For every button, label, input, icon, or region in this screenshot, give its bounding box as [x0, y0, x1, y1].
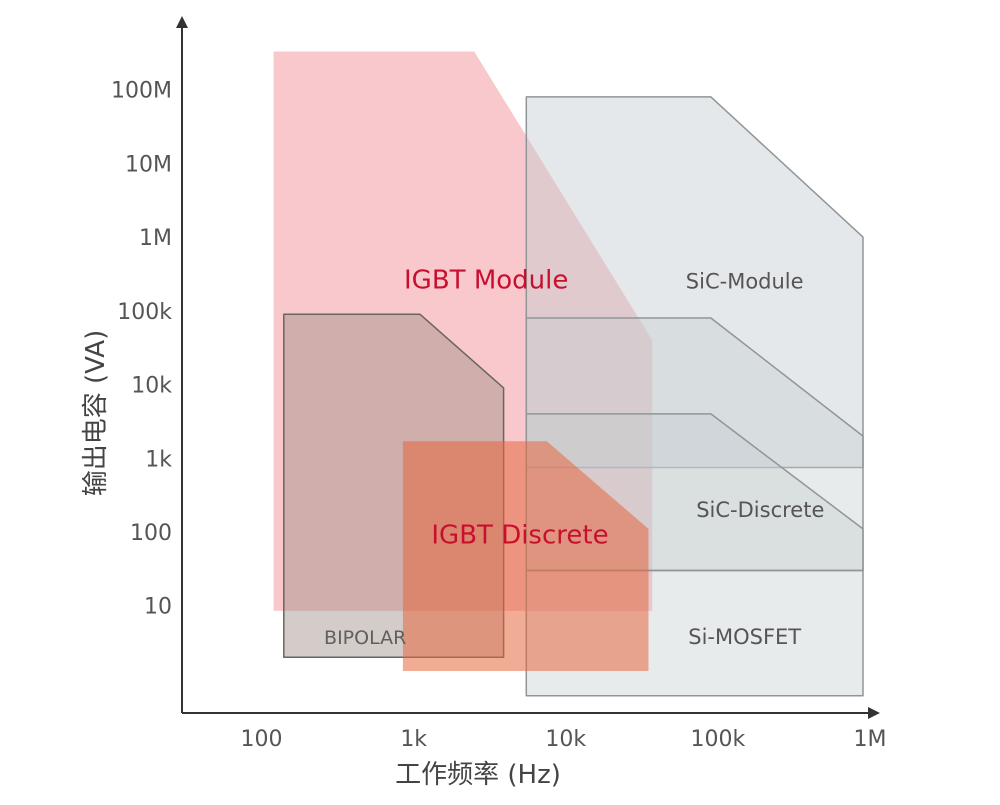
y-tick-labels: 10 100 1k 10k 100k 1M 10M 100M [111, 79, 172, 620]
region-sic-module [525, 96, 864, 469]
region-label-sic-discrete: SiC-Discrete [696, 498, 824, 522]
region-labels: IGBT Module SiC-Module SiC-Discrete Si-MOSF… [324, 266, 824, 650]
x-axis-title: 工作频率 (Hz) [395, 760, 561, 790]
y-axis-title: 输出电容 (VA) [81, 330, 111, 496]
x-tick-label: 1k [400, 727, 427, 752]
x-tick-label: 10k [545, 727, 586, 752]
y-tick-label: 10k [131, 374, 172, 399]
region-label-igbt-discrete: IGBT Discrete [431, 520, 608, 550]
region-label-igbt-module: IGBT Module [404, 266, 568, 296]
x-tick-label: 1M [854, 727, 887, 752]
y-tick-label: 100k [117, 300, 172, 325]
region-label-bipolar: BIPOLAR [324, 627, 406, 649]
y-tick-label: 10M [125, 152, 172, 177]
y-tick-label: 100M [111, 79, 172, 104]
x-tick-label: 100k [691, 727, 746, 752]
y-tick-label: 10 [144, 595, 172, 620]
axes [176, 16, 880, 719]
region-layer [273, 51, 864, 697]
x-axis-arrow [868, 707, 880, 719]
y-tick-label: 1M [139, 226, 172, 251]
region-igbt-discrete [402, 441, 649, 671]
y-axis-arrow [176, 16, 188, 28]
y-tick-label: 1k [145, 447, 172, 472]
x-tick-labels: 100 1k 10k 100k 1M [241, 727, 887, 752]
y-tick-label: 100 [130, 521, 172, 546]
region-label-si-mosfet: Si-MOSFET [688, 625, 801, 649]
x-tick-label: 100 [241, 727, 283, 752]
region-label-sic-module: SiC-Module [686, 270, 804, 294]
